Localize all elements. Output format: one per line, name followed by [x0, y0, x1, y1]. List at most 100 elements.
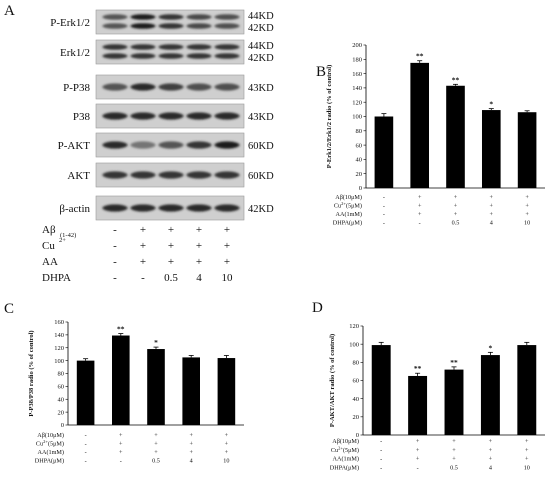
treatment-cell: - [113, 256, 117, 268]
condition-cell: + [452, 456, 456, 463]
treatment-cell: 10 [222, 272, 234, 284]
blot-row-akt: AKT 60KD [67, 162, 274, 188]
condition-cell: + [418, 194, 422, 201]
treatment-cell: - [113, 240, 117, 252]
bar [408, 375, 428, 435]
bar [446, 85, 465, 188]
treatment-cell: + [168, 224, 174, 236]
blot-membrane [95, 9, 245, 35]
bar [481, 110, 501, 188]
blot-band [186, 83, 212, 91]
blot-band [214, 53, 240, 59]
condition-cell: - [85, 441, 87, 448]
blot-band [130, 14, 156, 20]
condition-cell: - [383, 203, 385, 210]
blot-band [102, 112, 128, 120]
condition-cell: + [454, 203, 458, 210]
blot-band [102, 204, 128, 212]
condition-cell: + [154, 432, 158, 439]
condition-cell: - [380, 447, 382, 454]
blot-band [102, 44, 128, 50]
blot-band [130, 44, 156, 50]
y-tick-label: 100 [352, 114, 362, 121]
treatment-label-dhpa: DHPA [42, 272, 71, 284]
blot-band [102, 141, 128, 149]
y-tick-label: 160 [352, 71, 362, 78]
blot-band [130, 171, 156, 179]
blot-band [158, 83, 184, 91]
condition-cell: + [416, 438, 420, 445]
blot-row-label: P-P38 [63, 82, 90, 94]
y-tick-label: 0 [356, 432, 359, 439]
blot-band [130, 83, 156, 91]
treatment-cell: + [140, 240, 146, 252]
treatment-cell: + [196, 256, 202, 268]
blot-band [130, 141, 156, 149]
treatment-cell: + [168, 256, 174, 268]
condition-label: Aβ(10μM) [335, 194, 362, 201]
blot-band [214, 44, 240, 50]
y-tick-label: 140 [54, 332, 64, 339]
condition-cell: - [419, 220, 421, 227]
y-tick-label: 120 [349, 323, 359, 330]
y-axis-label: P-P38/P38 radio (% of control) [28, 330, 35, 416]
condition-cell: + [490, 194, 494, 201]
blot-band [130, 23, 156, 29]
y-tick-label: 120 [54, 345, 64, 352]
bar [410, 62, 430, 188]
treatment-cell: - [113, 272, 117, 284]
condition-cell: + [454, 211, 458, 218]
condition-cell: - [380, 438, 382, 445]
treatment-cell: - [113, 224, 117, 236]
blot-row-actin: β-actin 42KD [59, 195, 274, 221]
condition-cell: + [189, 449, 193, 456]
condition-label: DHPA(μM) [330, 464, 359, 471]
y-tick-label: 200 [352, 42, 362, 49]
y-tick-label: 20 [356, 171, 363, 178]
condition-cell: - [417, 464, 419, 471]
condition-cell: 0.5 [452, 220, 460, 227]
condition-cell: 4 [190, 458, 193, 465]
blot-row-p-p38: P-P38 43KD [63, 74, 274, 100]
blot-treatment-matrix: - + + + + - + + + + - + + + + - - 0.5 4 10 [113, 224, 233, 284]
molecular-weight-label: 42KD [248, 53, 274, 64]
blot-band [214, 83, 240, 91]
condition-cell: + [525, 194, 529, 201]
y-tick-label: 20 [353, 414, 360, 421]
condition-cell: + [525, 447, 529, 454]
condition-cell: - [85, 432, 87, 439]
condition-cell: - [120, 458, 122, 465]
condition-label: Cu2+(5μM) [36, 439, 64, 448]
blot-band [186, 112, 212, 120]
treatment-cell: - [141, 272, 145, 284]
y-tick-label: 140 [352, 85, 362, 92]
condition-cell: - [383, 211, 385, 218]
blot-row-label: Erk1/2 [60, 47, 90, 59]
condition-cell: + [525, 456, 529, 463]
chart-b: 0 20 40 60 80 100 120 140 160 180 200 P-Erk1/2/Erk1… [326, 42, 545, 227]
chart-d: 0 20 40 60 80 100 120 P-AKT/AKT radio (% of con… [329, 323, 545, 471]
condition-cell: + [489, 447, 493, 454]
y-tick-label: 100 [54, 358, 64, 365]
treatment-label-abeta-sub: (1-42) [60, 232, 76, 239]
blot-band [158, 204, 184, 212]
bar [444, 369, 464, 435]
condition-cell: + [418, 203, 422, 210]
condition-label: DHPA(μM) [35, 458, 64, 465]
y-tick-label: 120 [352, 99, 362, 106]
blot-row-label: P-Erk1/2 [50, 17, 90, 29]
blot-band [186, 204, 212, 212]
treatment-cell: + [224, 240, 230, 252]
y-tick-label: 100 [349, 341, 359, 348]
panel-label-d: D [312, 300, 323, 316]
condition-cell: - [383, 220, 385, 227]
y-tick-label: 40 [356, 157, 363, 164]
blot-band [102, 14, 128, 20]
blot-row-p38: P38 43KD [73, 103, 274, 129]
condition-label: Aβ(10μM) [332, 438, 359, 445]
blot-band [102, 53, 128, 59]
blot-row-label: AKT [67, 170, 90, 182]
condition-cell: + [225, 449, 229, 456]
bar [480, 355, 500, 435]
